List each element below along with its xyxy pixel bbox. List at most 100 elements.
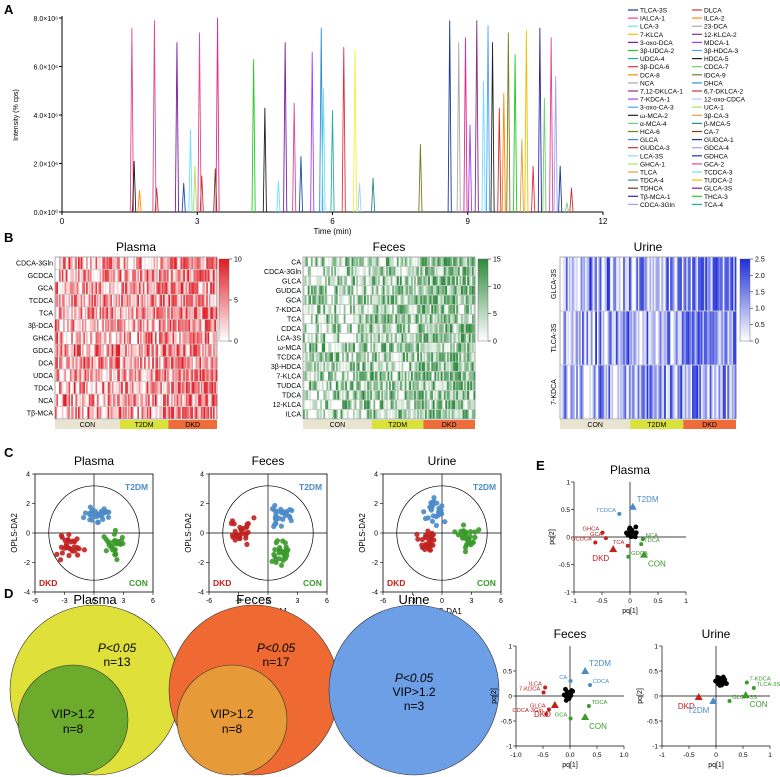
- heatmap-cell: [65, 332, 68, 344]
- heatmap-cell: [187, 406, 189, 419]
- heatmap-row-label: ω-MCA: [278, 345, 302, 352]
- heatmap-cell: [426, 276, 429, 286]
- heatmap-cell: [114, 294, 117, 307]
- heatmap-cell: [156, 269, 158, 282]
- group-bar-label: CON: [80, 422, 96, 429]
- heatmap-cell: [100, 319, 103, 332]
- heatmap-cell: [396, 276, 399, 286]
- heatmap-cell: [412, 409, 415, 419]
- heatmap-cell: [365, 381, 368, 391]
- heatmap-cell: [434, 305, 437, 314]
- heatmap-cell: [446, 343, 449, 352]
- legend-entry: GDHCA: [704, 153, 728, 160]
- heatmap-cell: [127, 394, 130, 407]
- heatmap-cell: [381, 266, 384, 276]
- heatmap-cell: [171, 406, 173, 419]
- centroid-label: CON: [589, 722, 607, 731]
- heatmap-cell: [309, 276, 312, 286]
- chromatogram-peak: [129, 27, 134, 213]
- heatmap-cell: [429, 324, 432, 333]
- group-bar-segment: [683, 420, 736, 429]
- heatmap-cell: [414, 285, 416, 295]
- heatmap-cell: [158, 382, 161, 394]
- heatmap-cell: [77, 307, 80, 319]
- heatmap-cell: [167, 357, 169, 369]
- heatmap-cell: [92, 307, 95, 319]
- heatmap-cell: [126, 382, 129, 394]
- heatmap-cell: [406, 352, 409, 362]
- heatmap-cell: [420, 305, 423, 314]
- centroid-triangle: [609, 545, 618, 553]
- heatmap-cell: [125, 382, 127, 394]
- heatmap-cell: [434, 352, 437, 362]
- heatmap-cell: [467, 314, 470, 324]
- heatmap-cell: [349, 266, 352, 276]
- heatmap-cell: [328, 324, 330, 333]
- heatmap-row-label: TUDCA: [277, 383, 301, 390]
- heatmap-cell: [658, 311, 661, 365]
- heatmap-cell: [158, 332, 161, 344]
- heatmap-cell: [343, 400, 346, 410]
- heatmap-cell: [374, 390, 377, 400]
- chromatogram-peak: [199, 175, 204, 213]
- heatmap-cell: [183, 269, 185, 282]
- heatmap-cell: [421, 314, 424, 324]
- heatmap-cell: [424, 305, 427, 314]
- heatmap-cell: [321, 352, 324, 362]
- heatmap-cell: [117, 257, 119, 270]
- heatmap-cell: [689, 257, 691, 311]
- heatmap-cell: [390, 276, 393, 286]
- heatmap-cell: [324, 400, 327, 410]
- heatmap-cell: [130, 394, 133, 407]
- legend-entry: ILCA-2: [704, 16, 725, 23]
- heatmap-cell: [307, 333, 310, 343]
- heatmap-cell: [342, 409, 344, 419]
- heatmap-cell: [146, 282, 149, 294]
- heatmap-cell: [378, 390, 380, 400]
- heatmap-cell: [109, 294, 111, 307]
- heatmap-cell: [61, 382, 64, 394]
- heatmap-cell: [398, 285, 401, 295]
- heatmap-cell: [154, 332, 157, 344]
- heatmap-cell: [75, 382, 77, 394]
- heatmap-cell: [303, 409, 305, 419]
- heatmap-cell: [415, 400, 418, 410]
- heatmap-cell: [168, 344, 171, 357]
- heatmap-cell: [63, 307, 65, 319]
- heatmap-cell: [76, 357, 79, 369]
- heatmap-cell: [454, 266, 457, 276]
- heatmap-cell: [109, 357, 111, 369]
- chromatogram-peak: [154, 187, 159, 213]
- heatmap-cell: [332, 409, 335, 419]
- heatmap-cell: [321, 381, 324, 391]
- heatmap-cell: [420, 352, 423, 362]
- heatmap-cell: [102, 357, 104, 369]
- heatmap-cell: [199, 319, 202, 332]
- heatmap-cell: [61, 394, 64, 407]
- heatmap-cell: [191, 307, 193, 319]
- heatmap-cell: [357, 409, 360, 419]
- heatmap-cell: [202, 269, 204, 282]
- heatmap-cell: [98, 332, 100, 344]
- heatmap-cell: [454, 257, 457, 267]
- heatmap-cell: [313, 362, 316, 371]
- heatmap-cell: [329, 352, 332, 362]
- heatmap-cell: [421, 381, 424, 391]
- loading-plot-title: Feces: [554, 627, 587, 641]
- heatmap-cell: [453, 390, 455, 400]
- heatmap-cell: [652, 365, 655, 419]
- score-point: [278, 506, 284, 512]
- heatmap-cell: [418, 333, 421, 343]
- heatmap-cell: [67, 282, 69, 294]
- heatmap-cell: [414, 362, 416, 371]
- heatmap-cell: [324, 285, 327, 295]
- heatmap-cell: [190, 269, 192, 282]
- heatmap-cell: [451, 343, 454, 352]
- heatmap-cell: [326, 400, 329, 410]
- chromatogram-peak: [569, 187, 574, 213]
- heatmap-cell: [385, 381, 388, 391]
- heatmap-cell: [90, 294, 92, 307]
- heatmap-cell: [440, 295, 443, 305]
- heatmap-cell: [431, 381, 434, 391]
- heatmap-cell: [190, 294, 192, 307]
